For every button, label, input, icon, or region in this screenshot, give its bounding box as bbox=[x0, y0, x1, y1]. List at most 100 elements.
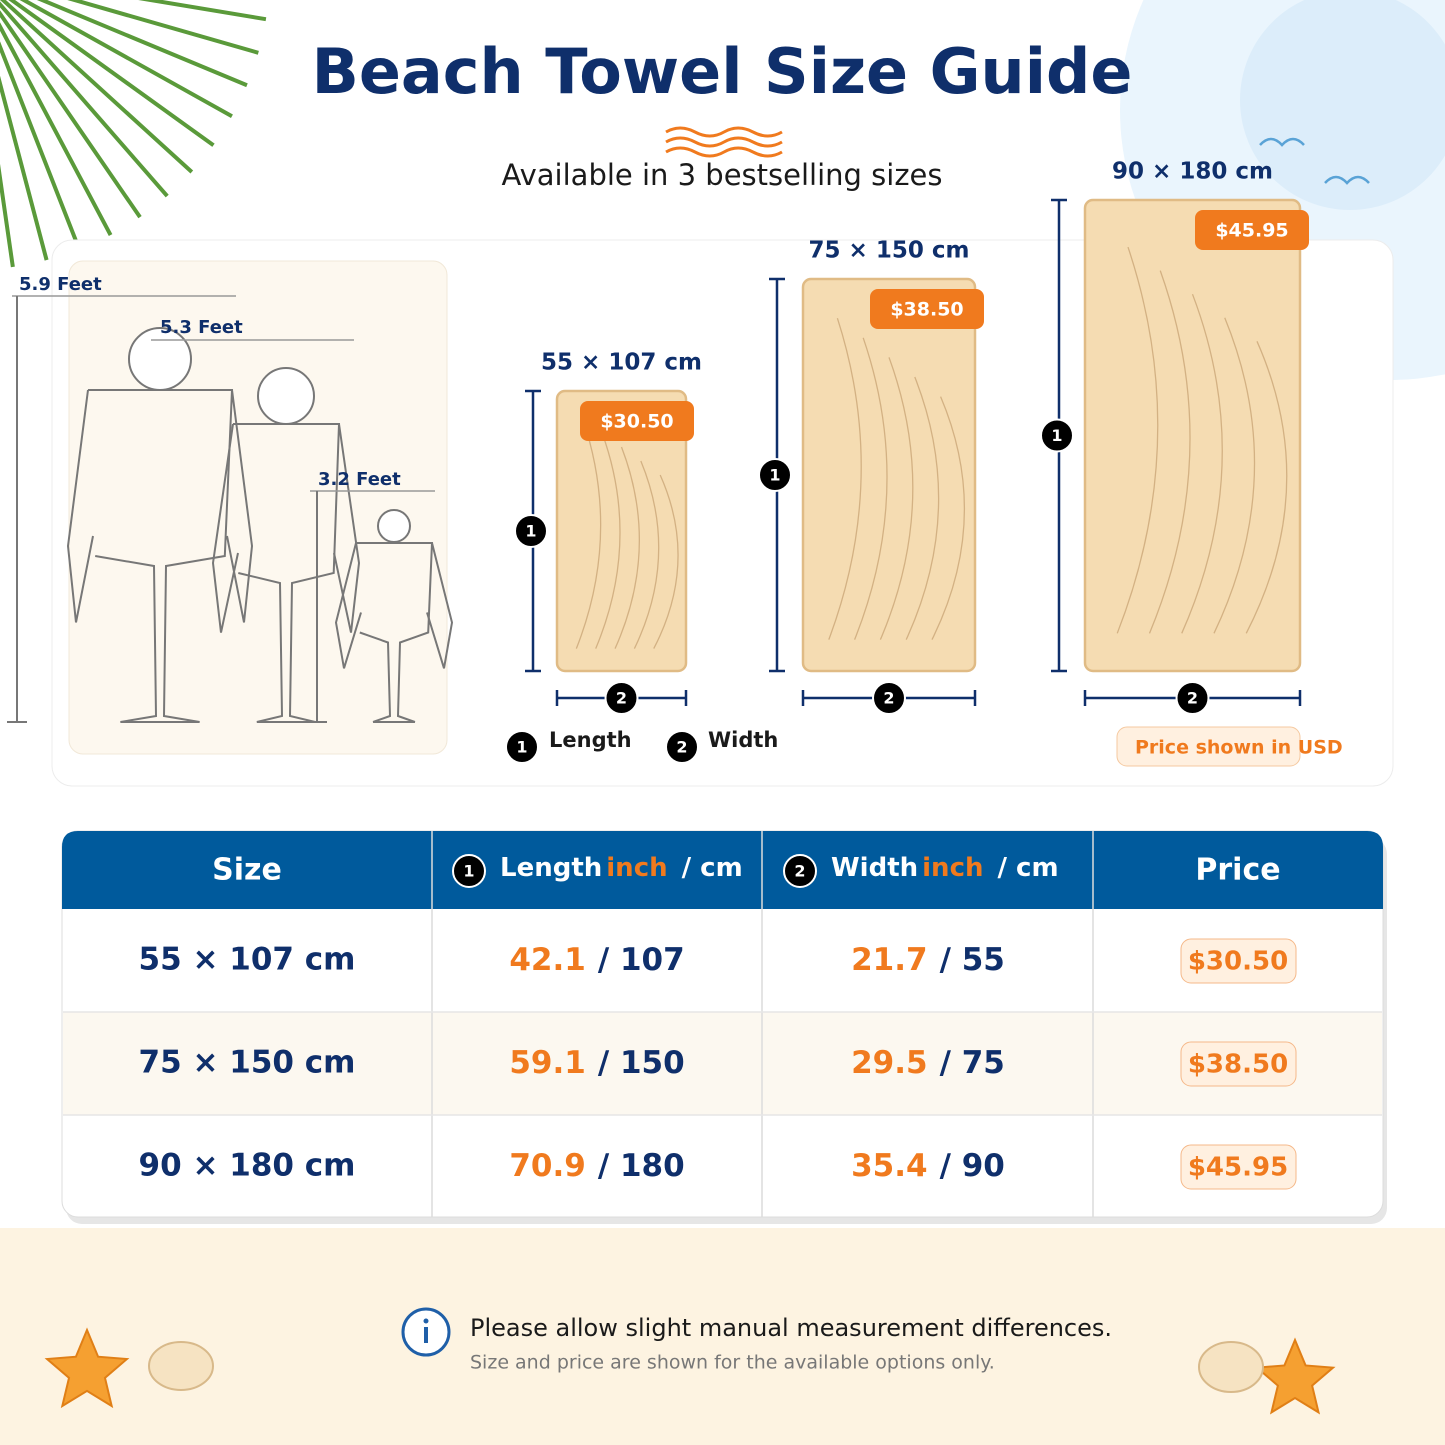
length-cell: 42.1 / 107 bbox=[509, 942, 684, 978]
palm-leaf bbox=[0, 75, 49, 261]
inch-value: 29.5 bbox=[851, 1045, 928, 1081]
person-arm bbox=[334, 542, 362, 669]
number-marker-label: 2 bbox=[676, 738, 687, 757]
price-badge-label: $38.50 bbox=[890, 299, 963, 321]
title: Beach Towel Size Guide bbox=[312, 35, 1133, 108]
cm-value: / 55 bbox=[940, 942, 1005, 978]
size-cell: 90 × 180 cm bbox=[139, 1148, 356, 1184]
shell bbox=[1198, 1341, 1264, 1393]
person-head bbox=[377, 509, 411, 543]
cm-value: / 150 bbox=[598, 1045, 685, 1081]
seagull bbox=[1259, 137, 1305, 147]
person-arm bbox=[226, 389, 254, 623]
palm-leaf bbox=[8, 0, 215, 147]
cm-value: / 180 bbox=[598, 1148, 685, 1184]
towel-fold bbox=[633, 460, 660, 649]
height-label: 3.2 Feet bbox=[318, 469, 401, 490]
towel bbox=[1083, 198, 1302, 673]
price-badge-label: $45.95 bbox=[1215, 220, 1288, 242]
length-cell: 59.1 / 150 bbox=[509, 1045, 684, 1081]
number-marker bbox=[758, 458, 792, 492]
towel bbox=[555, 389, 688, 673]
number-marker-label: 1 bbox=[769, 466, 780, 485]
number-marker-label: 1 bbox=[1051, 426, 1062, 445]
legend-label: Length bbox=[549, 728, 632, 752]
price-cell: $38.50 bbox=[1188, 1050, 1288, 1080]
price-badge bbox=[870, 289, 984, 329]
towel-fold bbox=[1181, 293, 1223, 634]
table-header bbox=[62, 831, 1383, 909]
palm-leaf bbox=[36, 0, 248, 88]
price-cell: $30.50 bbox=[1188, 947, 1288, 977]
palm-leaf bbox=[19, 0, 233, 118]
sky-circle bbox=[1240, 0, 1445, 210]
height-label: 5.9 Feet bbox=[19, 274, 102, 295]
price-badge bbox=[1195, 210, 1309, 250]
price-cell: $45.95 bbox=[1188, 1153, 1288, 1183]
towel-fold bbox=[879, 357, 914, 640]
price-note: Price shown in USD bbox=[1135, 737, 1343, 759]
number-marker bbox=[452, 854, 486, 888]
person-body bbox=[88, 389, 234, 723]
towel-fold bbox=[1116, 246, 1159, 634]
person-head bbox=[257, 367, 315, 425]
price-cell-badge bbox=[1180, 938, 1297, 984]
person bbox=[66, 327, 254, 723]
info-icon-dot bbox=[423, 1318, 429, 1324]
number-marker bbox=[514, 514, 548, 548]
size-cell: 75 × 150 cm bbox=[139, 1045, 356, 1081]
towel-fold bbox=[828, 318, 862, 640]
towel bbox=[801, 277, 977, 673]
towel-fold bbox=[905, 376, 940, 640]
number-marker bbox=[505, 730, 539, 764]
palm-leaf bbox=[138, 0, 267, 22]
sand bbox=[0, 1228, 1445, 1445]
number-marker-label: 2 bbox=[794, 862, 805, 881]
palm-leaf bbox=[0, 1, 169, 198]
width-cell: 29.5 / 75 bbox=[851, 1045, 1005, 1081]
size-cell: 55 × 107 cm bbox=[139, 942, 356, 978]
column-header-unit: / cm bbox=[997, 853, 1058, 883]
footer-subnote: Size and price are shown for the availab… bbox=[470, 1352, 995, 1374]
palm-leaf bbox=[0, 163, 15, 268]
footer-note: Please allow slight manual measurement d… bbox=[470, 1314, 1112, 1342]
inch-value: 35.4 bbox=[851, 1148, 928, 1184]
person-arm bbox=[211, 423, 239, 633]
price-cell-badge bbox=[1180, 1041, 1297, 1087]
person-body bbox=[233, 423, 341, 723]
price-badge bbox=[580, 401, 694, 441]
person bbox=[334, 509, 454, 723]
towel-fold bbox=[575, 418, 602, 649]
person-arm bbox=[426, 542, 454, 669]
wave bbox=[665, 126, 783, 138]
inch-value: 70.9 bbox=[509, 1148, 586, 1184]
starfish bbox=[44, 1327, 130, 1409]
wave bbox=[665, 136, 783, 148]
number-marker bbox=[783, 854, 817, 888]
price-cell-badge bbox=[1180, 1144, 1297, 1190]
legend-label: Width bbox=[708, 728, 778, 752]
width-cell: 21.7 / 55 bbox=[851, 942, 1005, 978]
palm-leaf bbox=[0, 41, 82, 251]
number-marker bbox=[1175, 681, 1210, 715]
column-header-label: Length bbox=[500, 853, 602, 883]
people-panel bbox=[68, 260, 448, 755]
width-cell: 35.4 / 90 bbox=[851, 1148, 1005, 1184]
number-marker-label: 1 bbox=[463, 862, 474, 881]
column-header: Width inch / cm bbox=[831, 853, 1059, 883]
number-marker-label: 1 bbox=[525, 522, 536, 541]
palm-leaf bbox=[0, 22, 113, 236]
towel-size: 75 × 150 cm bbox=[809, 238, 970, 264]
seagull bbox=[1324, 175, 1370, 185]
cm-value: / 75 bbox=[940, 1045, 1005, 1081]
person bbox=[211, 367, 361, 723]
towel-fold bbox=[1213, 317, 1256, 634]
towel-fold bbox=[1245, 341, 1288, 634]
table-row-alt bbox=[63, 1012, 1382, 1115]
column-header: Price bbox=[1195, 853, 1280, 888]
number-marker-label: 1 bbox=[516, 738, 527, 757]
number-marker bbox=[1040, 418, 1074, 453]
shell bbox=[148, 1341, 214, 1391]
towel-size: 55 × 107 cm bbox=[541, 350, 702, 376]
towel-fold bbox=[653, 474, 679, 649]
